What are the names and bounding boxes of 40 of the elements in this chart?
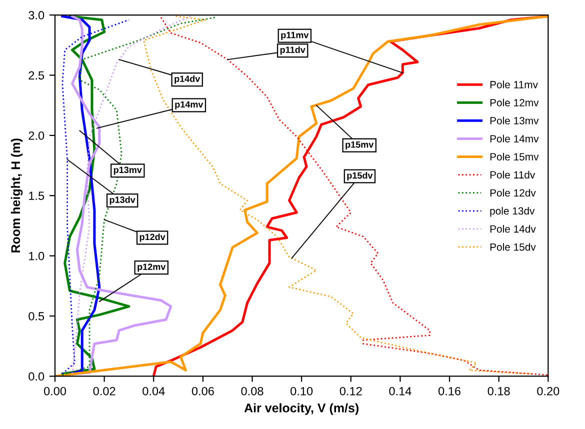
- x-tick-label: 0.00: [44, 386, 66, 396]
- x-tick-label: 0.18: [488, 386, 510, 396]
- x-tick-label: 0.10: [290, 386, 313, 396]
- legend-label: Pole 13mv: [490, 116, 539, 124]
- x-axis-title: Air velocity, V (m/s): [244, 403, 358, 415]
- annotation: p13dv: [110, 196, 136, 205]
- annotation: p12dv: [140, 233, 166, 242]
- x-tick-label: 0.16: [438, 386, 460, 396]
- y-tick-label: 1.0: [29, 252, 44, 260]
- legend-label: pole 13dv: [490, 206, 535, 217]
- annotation: p11mv: [281, 32, 309, 40]
- x-tick-label: 0.06: [192, 386, 214, 396]
- legend-label: Pole 15mv: [490, 152, 539, 160]
- x-tick-label: 0.14: [389, 386, 412, 396]
- annotation: p15mv: [346, 141, 374, 150]
- legend-label: Pole 14mv: [490, 134, 539, 142]
- y-tick-label: 1.5: [29, 192, 44, 200]
- legend-label: Pole 11mv: [490, 80, 538, 88]
- x-tick-label: 0.04: [142, 386, 165, 396]
- annotation: p12mv: [138, 264, 166, 272]
- y-tick-label: 0.5: [28, 312, 44, 320]
- x-tick-label: 0.20: [537, 386, 560, 396]
- legend-label: Pole 15dv: [490, 243, 536, 251]
- x-tick-label: 0.12: [340, 386, 362, 396]
- annotation: p15dv: [347, 172, 373, 180]
- legend-label: Pole 11dv: [490, 170, 536, 179]
- legend-label: Pole 14dv: [490, 225, 536, 233]
- annotation: p14dv: [174, 75, 200, 84]
- x-tick-label: 0.08: [241, 386, 264, 396]
- legend-label: Pole 12mv: [490, 98, 539, 106]
- x-tick-label: 0.02: [93, 386, 116, 396]
- y-tick-label: 2.5: [28, 71, 44, 80]
- annotation: p14mv: [175, 101, 204, 110]
- y-axis-title: Room height, H (m): [10, 138, 23, 252]
- legend-label: Pole 12dv: [490, 188, 536, 197]
- y-tick-label: 0.0: [28, 372, 44, 381]
- annotation: p13mv: [114, 166, 142, 175]
- y-tick-label: 3.0: [28, 11, 44, 20]
- annotation: p11dv: [280, 46, 306, 55]
- y-tick-label: 2.0: [28, 131, 44, 140]
